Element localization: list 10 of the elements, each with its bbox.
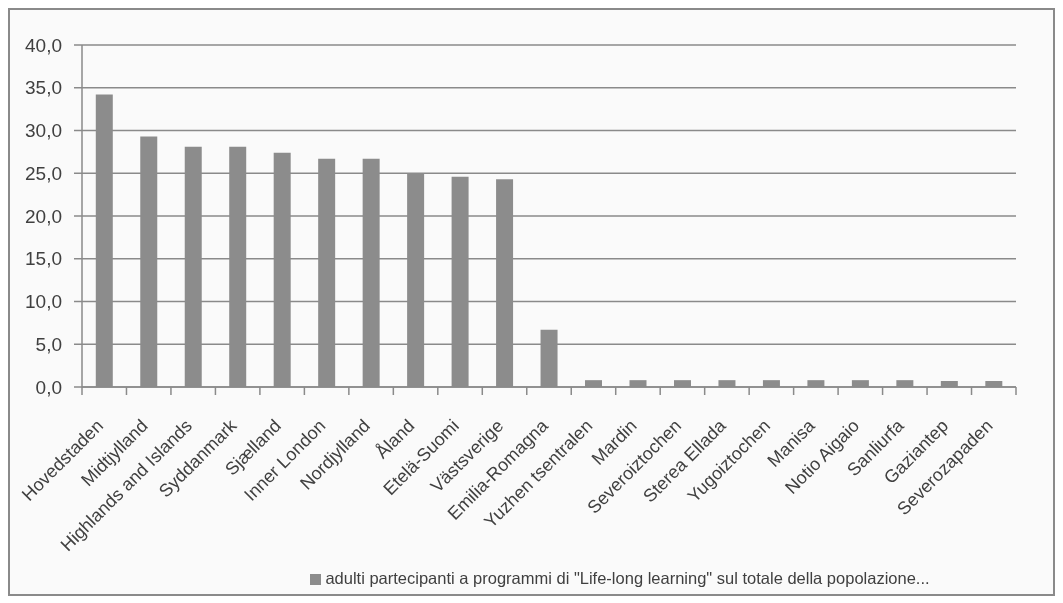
y-tick-label: 35,0 — [25, 77, 62, 99]
y-tick-label: 25,0 — [25, 162, 62, 184]
legend-label: adulti partecipanti a programmi di "Life-long learning" sul totale della popolazione... — [325, 569, 930, 587]
y-tick-label: 40,0 — [25, 34, 62, 56]
y-tick-label: 20,0 — [25, 205, 62, 227]
y-tick-label: 0,0 — [35, 376, 62, 398]
y-tick-label: 5,0 — [35, 333, 62, 355]
y-tick-label: 10,0 — [25, 291, 62, 313]
y-tick-label: 15,0 — [25, 248, 62, 270]
y-tick-label: 30,0 — [25, 120, 62, 142]
